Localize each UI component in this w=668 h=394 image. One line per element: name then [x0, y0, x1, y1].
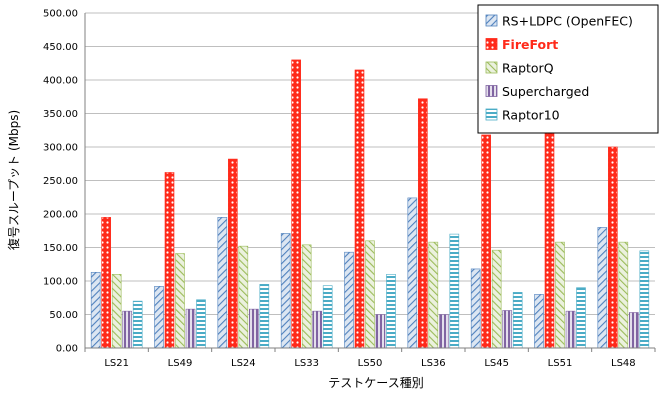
legend-label: RaptorQ: [502, 61, 554, 76]
x-tick-labels: LS21 LS49 LS24 LS33 LS50 LS36 LS45 LS51 LS48: [104, 358, 635, 369]
legend-swatch: [485, 108, 498, 121]
bar-raptorq-ls49: [175, 253, 185, 349]
y-tick-label: 400.00: [43, 76, 78, 87]
y-tick-label: 500.00: [43, 9, 78, 20]
y-tick-label: 100.00: [43, 277, 78, 288]
bar-firefort-ls50: [354, 69, 365, 349]
y-tick-label: 0.00: [56, 344, 78, 355]
bar-raptorq-ls50: [365, 240, 375, 349]
x-tick-label: LS24: [231, 358, 256, 369]
bar-raptor10-ls49: [196, 299, 206, 349]
bar-raptor10-ls48: [639, 250, 650, 349]
bar-rs-ldpc-openfec-ls51: [534, 294, 544, 349]
bar-supercharged-ls36: [439, 314, 449, 349]
bar-firefort-ls45: [481, 134, 491, 349]
bar-raptorq-ls33: [301, 244, 312, 349]
bar-supercharged-ls50: [375, 314, 386, 349]
y-tick-label: 150.00: [43, 243, 78, 254]
bar-raptorq-ls21: [111, 273, 122, 349]
bar-raptorq-ls45: [491, 249, 502, 349]
bar-firefort-ls24: [228, 158, 238, 349]
y-tick-labels: 0.00 50.00 100.00 150.00 200.00 250.00 300.00 3…: [43, 9, 78, 355]
legend: RS+LDPC (OpenFEC) FireFort RaptorQ Supercha…: [477, 4, 659, 134]
bar-rs-ldpc-openfec-ls49: [154, 286, 164, 349]
legend-swatch: [485, 85, 498, 97]
y-tick-label: 50.00: [49, 310, 78, 321]
bar-rs-ldpc-openfec-ls48: [597, 227, 608, 349]
legend-label: Raptor10: [502, 108, 560, 123]
bar-raptorq-ls48: [618, 241, 629, 349]
axes: [84, 13, 656, 352]
bar-rs-ldpc-openfec-ls33: [280, 233, 291, 349]
bar-raptorq-ls36: [428, 241, 439, 349]
bar-firefort-ls49: [164, 172, 175, 349]
y-tick-label: 350.00: [43, 109, 78, 120]
legend-swatch: [485, 14, 498, 27]
bar-supercharged-ls51: [565, 310, 576, 349]
legend-swatch: [485, 61, 498, 74]
x-tick-label: LS48: [611, 358, 636, 369]
bar-rs-ldpc-openfec-ls36: [407, 197, 418, 349]
bar-rs-ldpc-openfec-ls21: [90, 271, 101, 349]
bar-firefort-ls21: [101, 217, 111, 349]
bar-supercharged-ls33: [312, 310, 322, 349]
bar-raptor10-ls21: [132, 300, 143, 349]
bar-firefort-ls36: [418, 98, 428, 349]
bar-raptorq-ls24: [238, 245, 249, 349]
y-tick-label: 450.00: [43, 42, 78, 53]
bar-rs-ldpc-openfec-ls24: [217, 217, 228, 349]
bar-firefort-ls48: [608, 146, 618, 349]
bar-supercharged-ls49: [185, 308, 196, 349]
bar-firefort-ls51: [544, 129, 555, 349]
y-tick-label: 300.00: [43, 143, 78, 154]
x-tick-label: LS51: [548, 358, 573, 369]
bar-supercharged-ls48: [629, 312, 639, 349]
bar-supercharged-ls45: [502, 310, 512, 349]
x-tick-label: LS33: [294, 358, 319, 369]
bar-raptor10-ls33: [322, 285, 333, 349]
x-tick-label: LS21: [104, 358, 129, 369]
x-tick-label: LS45: [484, 358, 509, 369]
y-axis-title: 復号スループット (Mbps): [6, 110, 21, 250]
bars: [90, 59, 650, 349]
legend-label: FireFort: [502, 37, 558, 52]
y-tick-label: 250.00: [43, 176, 78, 187]
legend-box: [477, 4, 659, 134]
legend-label: Supercharged: [502, 84, 589, 99]
bar-raptor10-ls36: [449, 233, 460, 349]
bar-raptor10-ls51: [576, 287, 586, 349]
bar-firefort-ls33: [291, 59, 301, 349]
bar-supercharged-ls21: [122, 310, 132, 349]
bar-rs-ldpc-openfec-ls50: [344, 251, 354, 349]
bar-raptor10-ls24: [259, 284, 270, 349]
x-axis-title: テストケース種別: [328, 376, 423, 390]
x-tick-label: LS49: [168, 358, 193, 369]
bar-supercharged-ls24: [249, 308, 259, 349]
y-tick-label: 200.00: [43, 210, 78, 221]
bar-raptorq-ls51: [555, 241, 565, 349]
x-tick-label: LS50: [358, 358, 383, 369]
legend-swatch: [485, 38, 498, 50]
bar-raptor10-ls45: [512, 292, 523, 349]
x-tick-label: LS36: [421, 358, 446, 369]
legend-label: RS+LDPC (OpenFEC): [502, 14, 633, 29]
bar-rs-ldpc-openfec-ls45: [470, 268, 481, 349]
bar-raptor10-ls50: [386, 273, 396, 349]
